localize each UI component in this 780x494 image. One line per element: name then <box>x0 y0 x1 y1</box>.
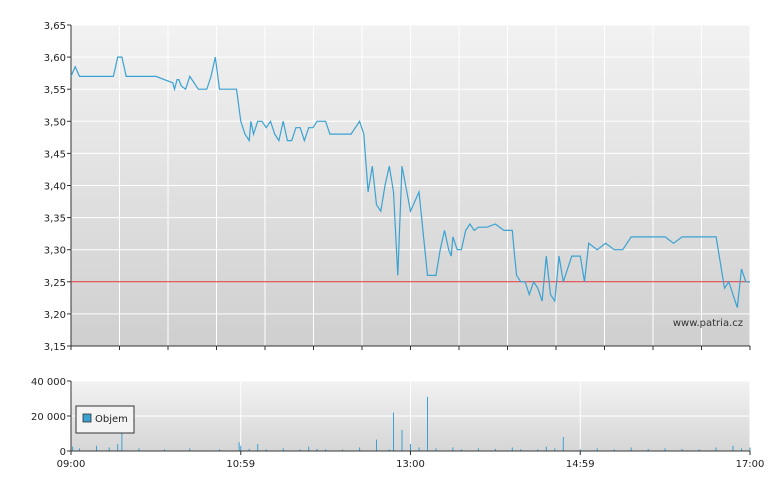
volume-bar <box>219 449 220 452</box>
volume-bar <box>248 448 250 451</box>
volume-bar <box>732 445 734 452</box>
volume-bar <box>596 448 598 451</box>
volume-bar <box>388 449 390 452</box>
volume-bar <box>613 449 615 452</box>
volume-bar <box>72 446 74 451</box>
price-y-tick-label: 3,65 <box>44 21 66 32</box>
volume-bar <box>163 449 165 452</box>
volume-bar <box>698 449 700 452</box>
volume-x-tick-label: 09:00 <box>57 459 86 470</box>
volume-bar <box>79 448 80 451</box>
volume-y-axis: 0 20 000 40 000 <box>31 377 72 458</box>
watermark: www.patria.cz <box>673 318 743 329</box>
volume-x-tick-label: 13:00 <box>396 459 425 470</box>
volume-bar <box>749 447 751 451</box>
volume-bar <box>477 448 479 451</box>
volume-x-tick-label: 17:00 <box>736 459 765 470</box>
volume-x-tick-label: 14:59 <box>566 459 595 470</box>
volume-bar <box>316 448 318 451</box>
price-y-tick-label: 3,30 <box>44 246 66 257</box>
volume-bar <box>664 448 666 451</box>
price-series-line <box>70 56 750 308</box>
volume-bar <box>257 444 259 451</box>
price-panel: 3,15 3,20 3,25 3,30 3,35 3,40 3,45 3,50 3,55 3,60… <box>44 21 751 353</box>
volume-bar <box>511 447 513 451</box>
volume-bar <box>741 448 742 451</box>
volume-bar <box>520 449 522 452</box>
volume-bar <box>282 448 284 451</box>
volume-bar <box>96 445 97 452</box>
volume-x-tick-label: 10:59 <box>226 459 255 470</box>
volume-bar <box>579 449 581 452</box>
volume-bar <box>554 448 556 451</box>
volume-bar <box>189 448 191 451</box>
volume-bars <box>72 396 751 452</box>
price-y-tick-label: 3,45 <box>44 149 66 160</box>
volume-bar <box>545 446 547 451</box>
price-y-axis: 3,15 3,20 3,25 3,30 3,35 3,40 3,45 3,50 3,55 3,60… <box>44 21 72 353</box>
price-y-tick-label: 3,50 <box>44 117 66 128</box>
legend-label: Objem <box>95 414 128 425</box>
volume-bar <box>435 448 437 451</box>
volume-legend: Objem <box>75 405 135 434</box>
volume-bar <box>715 447 717 451</box>
volume-bar <box>299 449 301 452</box>
volume-bar <box>325 449 327 452</box>
volume-bar <box>401 430 403 451</box>
volume-bar <box>138 448 140 451</box>
volume-bar <box>427 396 428 452</box>
volume-x-axis: 09:00 10:59 13:00 14:59 17:00 <box>57 451 765 470</box>
volume-bar <box>121 426 123 451</box>
volume-bar <box>117 444 119 451</box>
price-y-tick-label: 3,20 <box>44 310 66 321</box>
price-y-tick-label: 3,60 <box>44 53 66 64</box>
legend-swatch <box>82 413 92 423</box>
volume-bar <box>647 448 649 451</box>
price-y-tick-label: 3,55 <box>44 85 66 96</box>
volume-y-tick-label: 40 000 <box>31 377 66 388</box>
volume-bar <box>494 448 496 451</box>
volume-bar <box>376 439 377 451</box>
volume-bar <box>537 449 539 452</box>
volume-bar <box>410 444 411 451</box>
volume-bar <box>308 446 310 451</box>
volume-bar <box>238 442 240 452</box>
price-x-ticks <box>70 346 751 350</box>
volume-bar <box>681 448 683 451</box>
price-y-tick-label: 3,15 <box>44 342 66 353</box>
volume-y-tick-label: 0 <box>60 447 66 458</box>
volume-bar <box>108 447 110 451</box>
volume-bar <box>393 412 394 451</box>
price-y-tick-label: 3,40 <box>44 182 66 193</box>
volume-bar <box>562 437 564 451</box>
volume-bar <box>418 447 420 451</box>
volume-bar <box>359 447 361 451</box>
volume-bar <box>265 449 267 452</box>
volume-y-tick-label: 20 000 <box>31 412 66 423</box>
volume-bar <box>452 447 454 451</box>
price-y-tick-label: 3,25 <box>44 278 66 289</box>
price-y-tick-label: 3,35 <box>44 214 66 225</box>
volume-bar <box>460 449 462 452</box>
volume-bar <box>342 449 344 451</box>
volume-bar <box>630 447 632 451</box>
volume-bar <box>240 445 242 452</box>
